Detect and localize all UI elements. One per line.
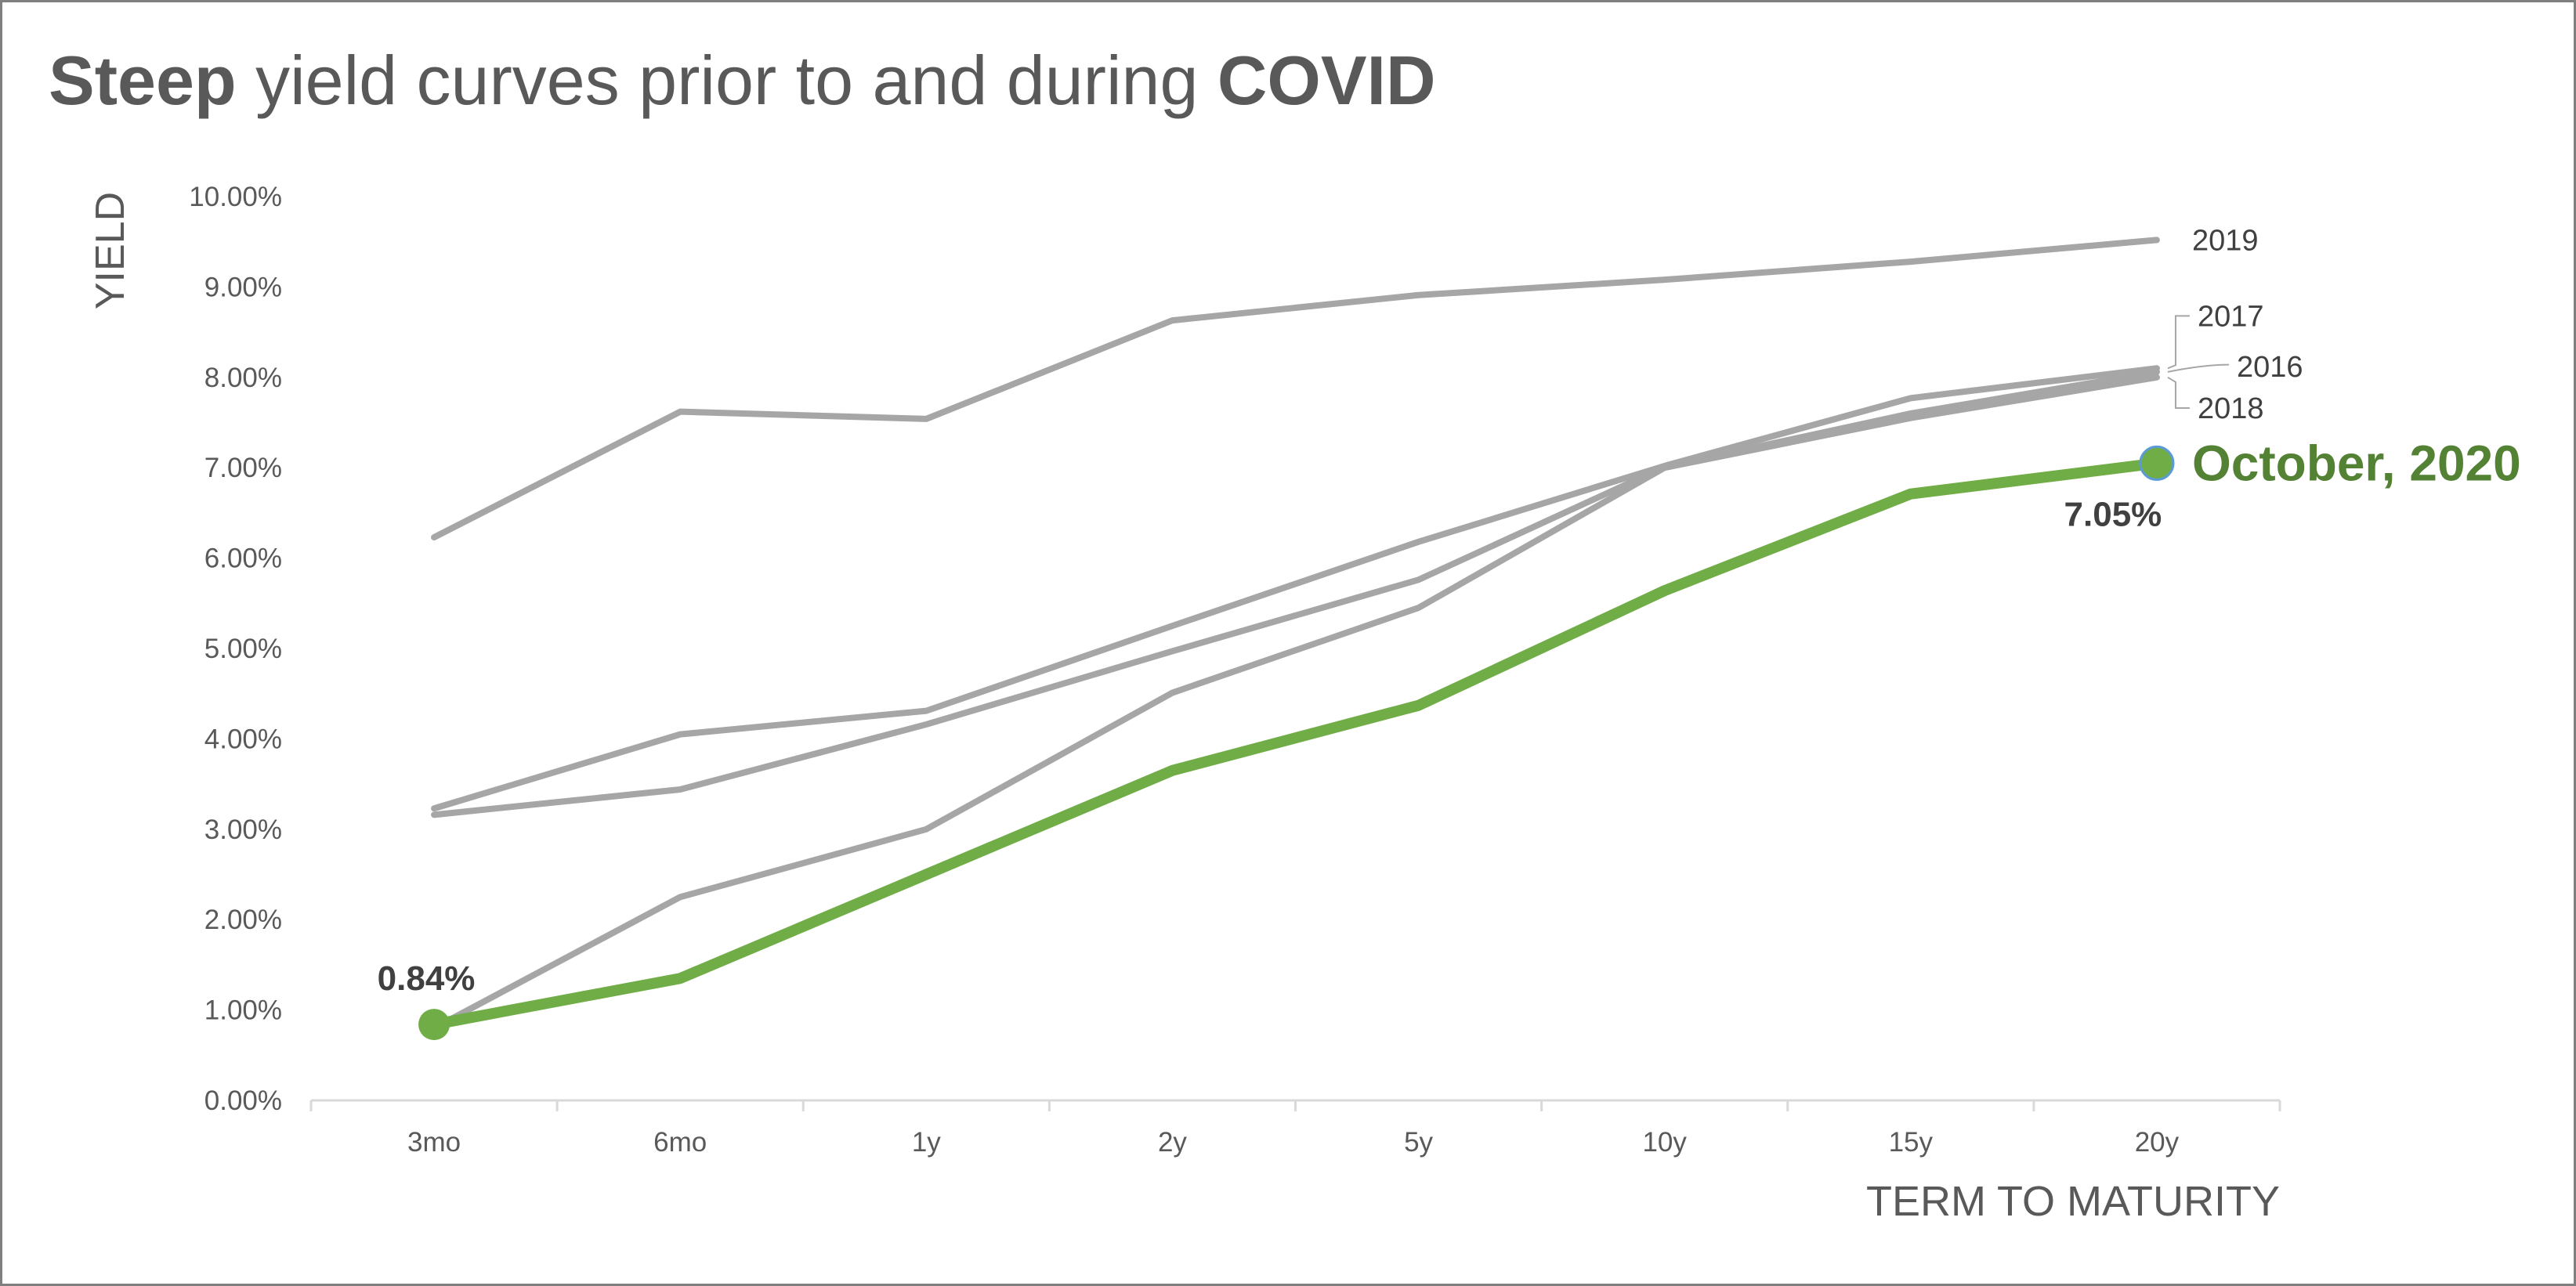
y-axis-label: YIELD — [88, 192, 133, 309]
series-label-2019: 2019 — [2192, 224, 2259, 257]
data-label: 0.84% — [378, 959, 476, 998]
x-tick-label: 15y — [1889, 1127, 1934, 1158]
series-line-highlight — [429, 457, 2162, 1031]
title-middle: yield curves prior to and during — [236, 42, 1217, 119]
x-tick-label: 5y — [1404, 1127, 1433, 1158]
x-axis-label: TERM TO MATURITY — [1866, 1178, 2280, 1225]
series-line-2018 — [431, 374, 2160, 1031]
x-tick-label: 6mo — [653, 1127, 707, 1158]
y-tick-label: 6.00% — [204, 544, 282, 574]
y-axis-ticks: 0.00% 1.00% 2.00% 3.00% 4.00% 5.00% 6.00% 7.00%… — [189, 182, 282, 1116]
x-axis: 3mo 6mo 1y 2y 5y 10y 15y 20y — [309, 1099, 2281, 1158]
y-tick-label: 0.00% — [204, 1086, 282, 1116]
leader-line-2017 — [2167, 315, 2190, 370]
series-line-2017 — [431, 365, 2160, 812]
series-line-2019 — [431, 237, 2160, 541]
series-labels: 2019 2017 2016 2018 October, 2020 0.84% 7.05% — [378, 224, 2521, 998]
series-lines — [418, 237, 2175, 1041]
x-tick-label: 20y — [2135, 1127, 2180, 1158]
y-tick-label: 4.00% — [204, 724, 282, 754]
series-label-highlight: October, 2020 — [2192, 435, 2521, 491]
y-tick-label: 2.00% — [204, 905, 282, 935]
y-tick-label: 5.00% — [204, 634, 282, 664]
y-tick-label: 10.00% — [189, 182, 282, 212]
y-tick-label: 8.00% — [204, 363, 282, 393]
x-tick-label: 1y — [912, 1127, 941, 1158]
x-tick-label: 3mo — [407, 1127, 461, 1158]
series-label-2018: 2018 — [2198, 392, 2264, 425]
y-tick-label: 1.00% — [204, 995, 282, 1026]
end-marker — [2139, 445, 2175, 481]
title-bold-end: COVID — [1217, 42, 1436, 119]
series-line-2016 — [431, 368, 2160, 818]
title-bold-start: Steep — [49, 42, 237, 119]
leader-line-2018 — [2167, 376, 2190, 410]
data-label: 7.05% — [2064, 495, 2162, 533]
leader-line-2016 — [2167, 363, 2229, 373]
series-label-2016: 2016 — [2237, 351, 2303, 384]
y-tick-label: 9.00% — [204, 272, 282, 302]
y-tick-label: 7.00% — [204, 453, 282, 483]
y-tick-label: 3.00% — [204, 815, 282, 845]
x-tick-label: 10y — [1642, 1127, 1687, 1158]
x-tick-label: 2y — [1158, 1127, 1187, 1158]
start-marker — [418, 1009, 450, 1041]
chart-title: Steep yield curves prior to and during C… — [49, 41, 1436, 121]
series-label-2017: 2017 — [2198, 300, 2264, 333]
